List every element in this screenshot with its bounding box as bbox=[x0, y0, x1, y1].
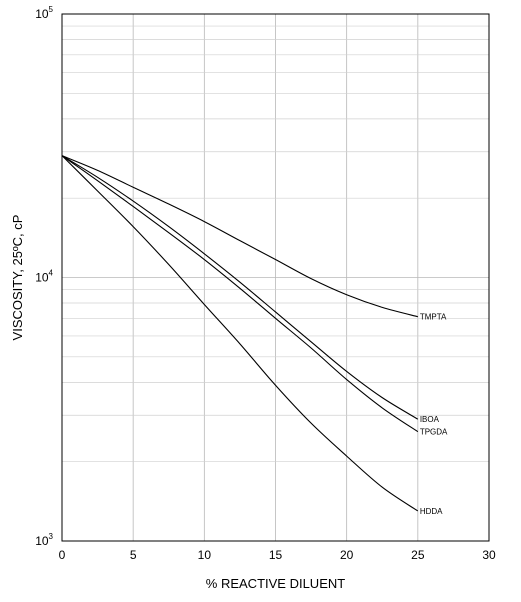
x-tick-label: 30 bbox=[482, 548, 496, 562]
series-line-iboa bbox=[61, 155, 419, 420]
x-tick-label: 0 bbox=[59, 548, 66, 562]
y-axis-title: VISCOSITY, 25ºC, cP bbox=[10, 215, 25, 341]
series-line-tmpta bbox=[61, 155, 418, 318]
series-line-hdda bbox=[61, 155, 419, 512]
x-tick-label: 10 bbox=[198, 548, 212, 562]
x-tick-label: 15 bbox=[269, 548, 283, 562]
series-group bbox=[61, 155, 419, 512]
x-axis-title: % REACTIVE DILUENT bbox=[206, 576, 345, 591]
series-label-tpgda: TPGDA bbox=[420, 428, 448, 437]
grid bbox=[62, 14, 489, 541]
x-tick-label: 20 bbox=[340, 548, 354, 562]
series-label-hdda: HDDA bbox=[420, 507, 443, 516]
y-tick-label: 103 bbox=[35, 532, 53, 548]
y-tick-label: 104 bbox=[35, 269, 53, 285]
series-label-iboa: IBOA bbox=[420, 415, 440, 424]
x-tick-label: 5 bbox=[130, 548, 137, 562]
series-labels: TMPTA IBOA TPGDA HDDA bbox=[420, 313, 448, 516]
y-tick-label: 105 bbox=[35, 5, 53, 21]
y-tick-labels: 103 104 105 bbox=[35, 5, 53, 548]
x-tick-label: 25 bbox=[411, 548, 425, 562]
series-label-tmpta: TMPTA bbox=[420, 313, 447, 322]
series-line-tpgda bbox=[61, 155, 419, 433]
x-tick-labels: 0 5 10 15 20 25 30 bbox=[59, 548, 496, 562]
plot-frame bbox=[61, 13, 490, 542]
